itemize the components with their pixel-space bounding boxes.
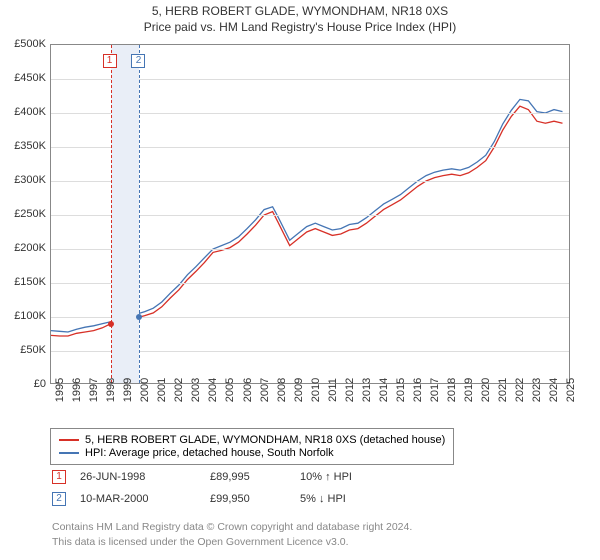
legend-label: 5, HERB ROBERT GLADE, WYMONDHAM, NR18 0X…	[85, 434, 445, 446]
marker-box-1: 1	[103, 54, 117, 68]
y-axis-label: £450K	[6, 72, 46, 84]
x-axis-label: 2007	[259, 378, 271, 402]
y-axis-label: £250K	[6, 208, 46, 220]
chart-subtitle: Price paid vs. HM Land Registry's House …	[0, 18, 600, 34]
legend-item-hpi: HPI: Average price, detached house, Sout…	[59, 447, 445, 459]
x-axis-label: 2021	[497, 378, 509, 402]
y-axis-label: £400K	[6, 106, 46, 118]
x-axis-label: 2017	[429, 378, 441, 402]
legend-item-property: 5, HERB ROBERT GLADE, WYMONDHAM, NR18 0X…	[59, 434, 445, 446]
x-axis-label: 2022	[514, 378, 526, 402]
x-axis-label: 2009	[293, 378, 305, 402]
x-axis-label: 1998	[105, 378, 117, 402]
marker-dot-2	[136, 314, 142, 320]
sale-row-1: 1 26-JUN-1998£89,99510% ↑ HPI	[52, 470, 352, 484]
chart-plot-area	[50, 44, 570, 384]
x-axis-label: 2008	[276, 378, 288, 402]
marker-line-2	[139, 45, 140, 383]
x-axis-label: 2011	[327, 378, 339, 402]
x-axis-label: 2015	[395, 378, 407, 402]
y-axis-label: £100K	[6, 310, 46, 322]
sale-date: 10-MAR-2000	[80, 493, 210, 505]
x-axis-label: 1999	[122, 378, 134, 402]
sale-marker: 1	[52, 470, 66, 484]
x-axis-label: 2014	[378, 378, 390, 402]
x-axis-label: 2013	[361, 378, 373, 402]
x-axis-label: 2001	[156, 378, 168, 402]
y-axis-label: £200K	[6, 242, 46, 254]
x-axis-label: 2003	[190, 378, 202, 402]
x-axis-label: 2006	[242, 378, 254, 402]
x-axis-label: 2005	[224, 378, 236, 402]
chart-title: 5, HERB ROBERT GLADE, WYMONDHAM, NR18 0X…	[0, 0, 600, 18]
x-axis-label: 1995	[54, 378, 66, 402]
y-axis-label: £50K	[6, 344, 46, 356]
sale-price: £99,950	[210, 493, 300, 505]
legend-box: 5, HERB ROBERT GLADE, WYMONDHAM, NR18 0X…	[50, 428, 454, 465]
sale-marker: 2	[52, 492, 66, 506]
marker-line-1	[111, 45, 112, 383]
x-axis-label: 2016	[412, 378, 424, 402]
highlight-band	[111, 45, 140, 383]
sale-row-2: 2 10-MAR-2000£99,9505% ↓ HPI	[52, 492, 346, 506]
x-axis-label: 1997	[88, 378, 100, 402]
x-axis-label: 2018	[446, 378, 458, 402]
x-axis-label: 2024	[548, 378, 560, 402]
marker-dot-1	[108, 321, 114, 327]
sale-price: £89,995	[210, 471, 300, 483]
x-axis-label: 2004	[207, 378, 219, 402]
x-axis-label: 2019	[463, 378, 475, 402]
y-axis-label: £500K	[6, 38, 46, 50]
x-axis-label: 2000	[139, 378, 151, 402]
legend-swatch	[59, 439, 79, 441]
footer-line-2: This data is licensed under the Open Gov…	[52, 535, 412, 550]
y-axis-label: £350K	[6, 140, 46, 152]
x-axis-label: 2012	[344, 378, 356, 402]
x-axis-label: 2025	[565, 378, 577, 402]
x-axis-label: 2010	[310, 378, 322, 402]
sale-diff: 5% ↓ HPI	[300, 493, 346, 505]
sale-date: 26-JUN-1998	[80, 471, 210, 483]
marker-box-2: 2	[131, 54, 145, 68]
y-axis-label: £300K	[6, 174, 46, 186]
legend-swatch	[59, 452, 79, 454]
y-axis-label: £150K	[6, 276, 46, 288]
x-axis-label: 2023	[531, 378, 543, 402]
footer-text: Contains HM Land Registry data © Crown c…	[52, 520, 412, 549]
legend-label: HPI: Average price, detached house, Sout…	[85, 447, 334, 459]
x-axis-label: 1996	[71, 378, 83, 402]
footer-line-1: Contains HM Land Registry data © Crown c…	[52, 520, 412, 535]
x-axis-label: 2020	[480, 378, 492, 402]
x-axis-label: 2002	[173, 378, 185, 402]
sale-diff: 10% ↑ HPI	[300, 471, 352, 483]
y-axis-label: £0	[6, 378, 46, 390]
